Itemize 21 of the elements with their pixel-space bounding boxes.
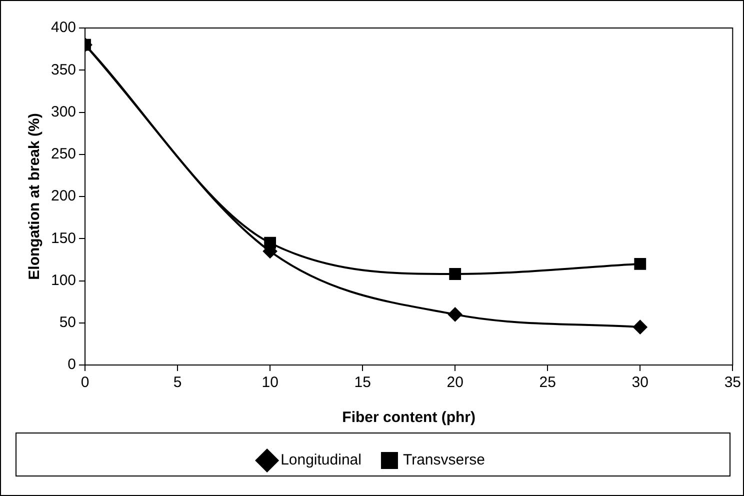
y-tick-label: 400 [50,19,76,36]
y-tick-label: 350 [50,61,76,78]
y-tick-label: 250 [50,146,76,163]
x-tick-label: 20 [446,374,464,392]
x-tick-label: 15 [354,374,371,392]
x-axis-title: Fiber content (phr) [342,409,476,426]
x-tick-label: 30 [632,374,648,392]
x-tick-label: 5 [173,374,182,392]
y-tick-label: 50 [59,314,76,332]
y-axis-title: Elongation at break (%) [26,113,44,280]
y-tick-label: 0 [68,356,76,374]
legend-label: Longitudinal [280,452,362,469]
legend-label: Transvserse [402,452,485,469]
x-tick-label: 0 [80,374,90,392]
x-tick-label: 25 [539,374,556,392]
x-tick-label: 10 [262,374,278,392]
y-tick-label: 200 [50,188,76,205]
y-tick-label: 100 [50,272,76,289]
y-tick-label: 150 [50,230,76,247]
y-tick-label: 300 [50,103,76,120]
x-tick-label: 35 [724,374,741,392]
